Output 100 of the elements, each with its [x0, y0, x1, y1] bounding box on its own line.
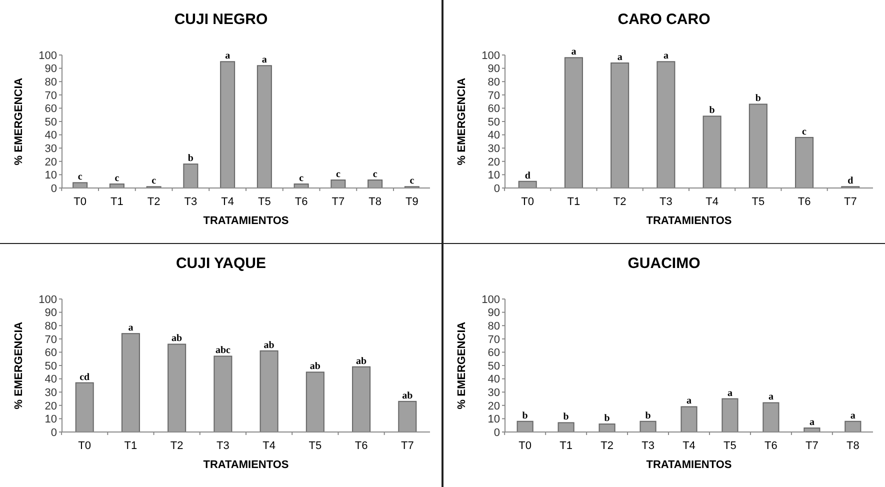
annotation: b: [645, 410, 652, 422]
y-tick-label: 0: [494, 426, 500, 439]
bar: [680, 406, 698, 432]
x-tick-label: T4: [682, 440, 696, 452]
annotation: b: [188, 153, 194, 164]
annotation: ab: [172, 333, 183, 344]
y-tick-label: 80: [44, 320, 57, 332]
annotation: a: [663, 50, 668, 62]
x-tick-label: T7: [806, 440, 818, 452]
x-axis-title: TRATAMIENTOS: [203, 459, 289, 471]
bar: [330, 180, 346, 188]
x-tick-label: T5: [724, 440, 736, 452]
y-tick-label: 60: [488, 103, 500, 116]
bar: [256, 65, 272, 188]
annotation: ab: [402, 390, 414, 402]
x-tick-label: T8: [846, 440, 860, 452]
y-tick-label: 20: [44, 400, 57, 412]
y-tick-label: 40: [44, 130, 57, 142]
y-tick-label: 10: [44, 414, 57, 426]
x-tick-label: T0: [74, 196, 86, 208]
x-tick-label: T9: [406, 196, 418, 208]
y-tick-label: 20: [488, 156, 500, 168]
bar: [516, 420, 534, 432]
annotation: a: [768, 392, 774, 403]
y-tick-label: 40: [488, 130, 500, 142]
annotation: d: [524, 170, 531, 182]
x-tick-label: T3: [184, 196, 198, 208]
x-tick-label: T1: [567, 196, 580, 208]
bar: [702, 116, 722, 188]
y-tick-label: 30: [488, 142, 500, 155]
annotation: c: [114, 173, 120, 184]
y-tick-label: 30: [44, 386, 57, 399]
bar: [564, 57, 583, 188]
bar: [748, 104, 768, 188]
annotation: b: [522, 410, 528, 422]
bar: [352, 366, 371, 432]
bar: [844, 420, 862, 432]
y-tick-label: 80: [488, 76, 500, 88]
x-tick-label: T7: [844, 196, 857, 208]
annotation: ab: [264, 340, 275, 351]
x-axis-title: TRATAMIENTOS: [646, 215, 732, 227]
y-tick-label: 0: [50, 182, 57, 195]
annotation: b: [604, 413, 610, 424]
bar: [214, 356, 232, 432]
y-axis-title: % EMERGENCIA: [456, 322, 468, 410]
y-tick-label: 10: [488, 170, 500, 182]
x-tick-label: T7: [400, 440, 414, 452]
x-tick-label: T0: [518, 440, 532, 452]
annotation: a: [727, 388, 732, 399]
x-tick-label: T6: [798, 196, 811, 208]
y-tick-label: 80: [44, 76, 57, 88]
bar: [640, 420, 656, 432]
annotation: a: [225, 50, 230, 62]
x-tick-label: T7: [332, 196, 345, 208]
y-axis-title: % EMERGENCIA: [456, 78, 468, 166]
y-tick-label: 30: [44, 142, 57, 155]
y-tick-label: 70: [44, 334, 57, 346]
y-tick-label: 60: [44, 103, 57, 116]
bar: [306, 372, 324, 432]
bar: [795, 136, 814, 188]
x-tick-label: T1: [110, 196, 124, 208]
chart-title: CUJI YAQUE: [176, 255, 266, 272]
x-axis-title: TRATAMIENTOS: [203, 215, 289, 227]
x-tick-label: T5: [752, 196, 765, 208]
x-tick-label: T0: [521, 196, 534, 208]
x-tick-label: T1: [560, 440, 572, 452]
x-tick-label: T5: [258, 196, 271, 208]
y-tick-label: 90: [488, 63, 500, 76]
annotation: b: [755, 93, 762, 104]
x-tick-label: T2: [170, 440, 184, 452]
y-tick-label: 90: [44, 307, 57, 320]
bar: [722, 398, 738, 432]
y-tick-label: 70: [488, 334, 500, 346]
bar: [121, 333, 140, 432]
annotation: c: [802, 126, 808, 138]
annotation: ab: [310, 361, 321, 372]
annotation: c: [299, 173, 304, 184]
x-tick-label: T3: [660, 196, 672, 208]
x-tick-label: T3: [642, 440, 654, 452]
y-tick-label: 30: [488, 386, 500, 399]
bar: [558, 422, 574, 432]
y-tick-label: 80: [488, 320, 500, 332]
y-tick-label: 60: [488, 347, 500, 360]
annotation: a: [571, 46, 576, 58]
bar: [75, 382, 94, 432]
bar: [762, 402, 780, 432]
annotation: a: [128, 322, 134, 334]
annotation: c: [152, 176, 157, 187]
x-tick-label: T5: [308, 440, 322, 452]
y-tick-label: 10: [488, 414, 500, 426]
annotation: c: [410, 176, 415, 187]
y-tick-label: 90: [488, 307, 500, 320]
chart-title: GUACIMO: [628, 255, 701, 272]
annotation: c: [372, 169, 378, 180]
bar: [398, 400, 417, 432]
y-axis-title: % EMERGENCIA: [13, 322, 25, 410]
y-tick-label: 50: [44, 116, 57, 128]
y-tick-label: 50: [44, 360, 57, 372]
y-tick-label: 20: [44, 156, 57, 168]
y-tick-label: 0: [494, 182, 500, 195]
